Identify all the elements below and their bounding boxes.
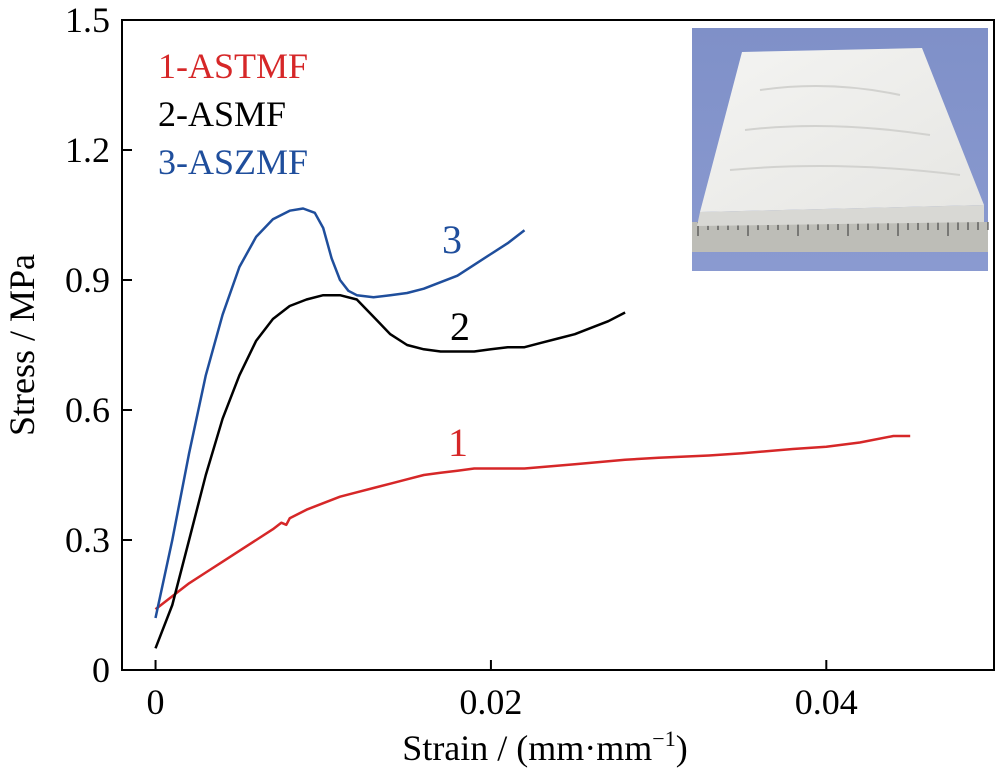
x-axis-title: Strain / (mm·mm−1): [402, 726, 687, 768]
x-tick-label: 0.02: [459, 682, 522, 722]
inset-mat-texture: [729, 85, 961, 176]
y-axis-ticks: 0 0.3 0.6 0.9 1.2 1.5: [65, 0, 132, 690]
x-axis-title-superscript: −1: [652, 726, 675, 751]
y-tick-label: 1.2: [65, 130, 110, 170]
x-tick-label: 0: [147, 682, 165, 722]
inset-ruler: [692, 222, 988, 252]
legend-entry-3: 3-ASZMF: [158, 142, 308, 182]
x-tick-label: 0.04: [795, 682, 858, 722]
x-axis-ticks: 0 0.02 0.04: [147, 660, 858, 722]
inset-mat-side: [697, 205, 984, 226]
y-tick-label: 0: [92, 650, 110, 690]
series-lines: [154, 207, 911, 649]
y-tick-label: 0.3: [65, 520, 110, 560]
series-line-2: [154, 293, 626, 649]
curve-label-2: 2: [450, 304, 470, 349]
legend-entry-1: 1-ASTMF: [158, 46, 308, 86]
curve-label-1: 1: [448, 420, 468, 465]
series-line-1: [154, 434, 911, 611]
x-axis-title-close: ): [676, 728, 688, 768]
y-axis-title: Stress / MPa: [2, 254, 42, 436]
y-tick-label: 0.6: [65, 390, 110, 430]
legend: 1-ASTMF 2-ASMF 3-ASZMF: [158, 46, 308, 182]
curve-label-3: 3: [442, 217, 462, 262]
plot-frame: [121, 19, 995, 671]
x-axis-title-main: Strain / (mm·mm: [402, 728, 652, 768]
inset-photo: [692, 28, 989, 271]
legend-entry-2: 2-ASMF: [158, 94, 286, 134]
y-tick-label: 0.9: [65, 260, 110, 300]
y-tick-label: 1.5: [65, 0, 110, 40]
series-line-3: [154, 207, 526, 619]
